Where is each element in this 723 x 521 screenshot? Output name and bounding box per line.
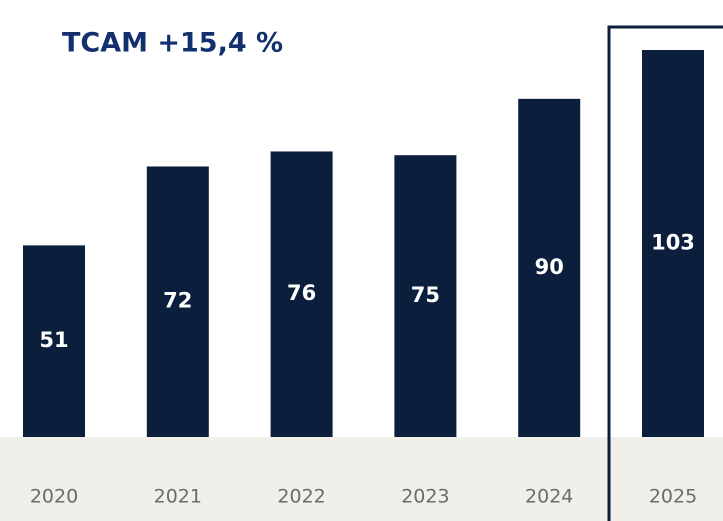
bar (642, 50, 704, 437)
axis-band (0, 437, 723, 521)
bar (270, 151, 333, 438)
bar (518, 98, 581, 437)
x-tick-label: 2020 (30, 486, 78, 508)
x-tick-label: 2025 (649, 486, 697, 508)
x-tick-label: 2024 (525, 486, 573, 508)
value-label: 75 (411, 283, 440, 307)
x-tick-label: 2022 (277, 486, 325, 508)
x-tick-label: 2023 (401, 486, 449, 508)
value-label: 90 (535, 255, 564, 279)
value-label: 72 (163, 289, 192, 313)
bars: 51 2020 72 2021 76 2022 75 2023 90 2024 103 2025 (23, 50, 704, 508)
bar (23, 245, 85, 437)
highlight-frame (607, 25, 723, 521)
bar (394, 155, 457, 437)
x-tick-label: 2021 (154, 486, 202, 508)
value-label: 103 (651, 231, 695, 255)
chart-title: TCAM +15,4 % (62, 28, 283, 59)
value-label: 51 (39, 328, 68, 352)
value-label: 76 (287, 281, 316, 305)
bar (146, 166, 209, 438)
